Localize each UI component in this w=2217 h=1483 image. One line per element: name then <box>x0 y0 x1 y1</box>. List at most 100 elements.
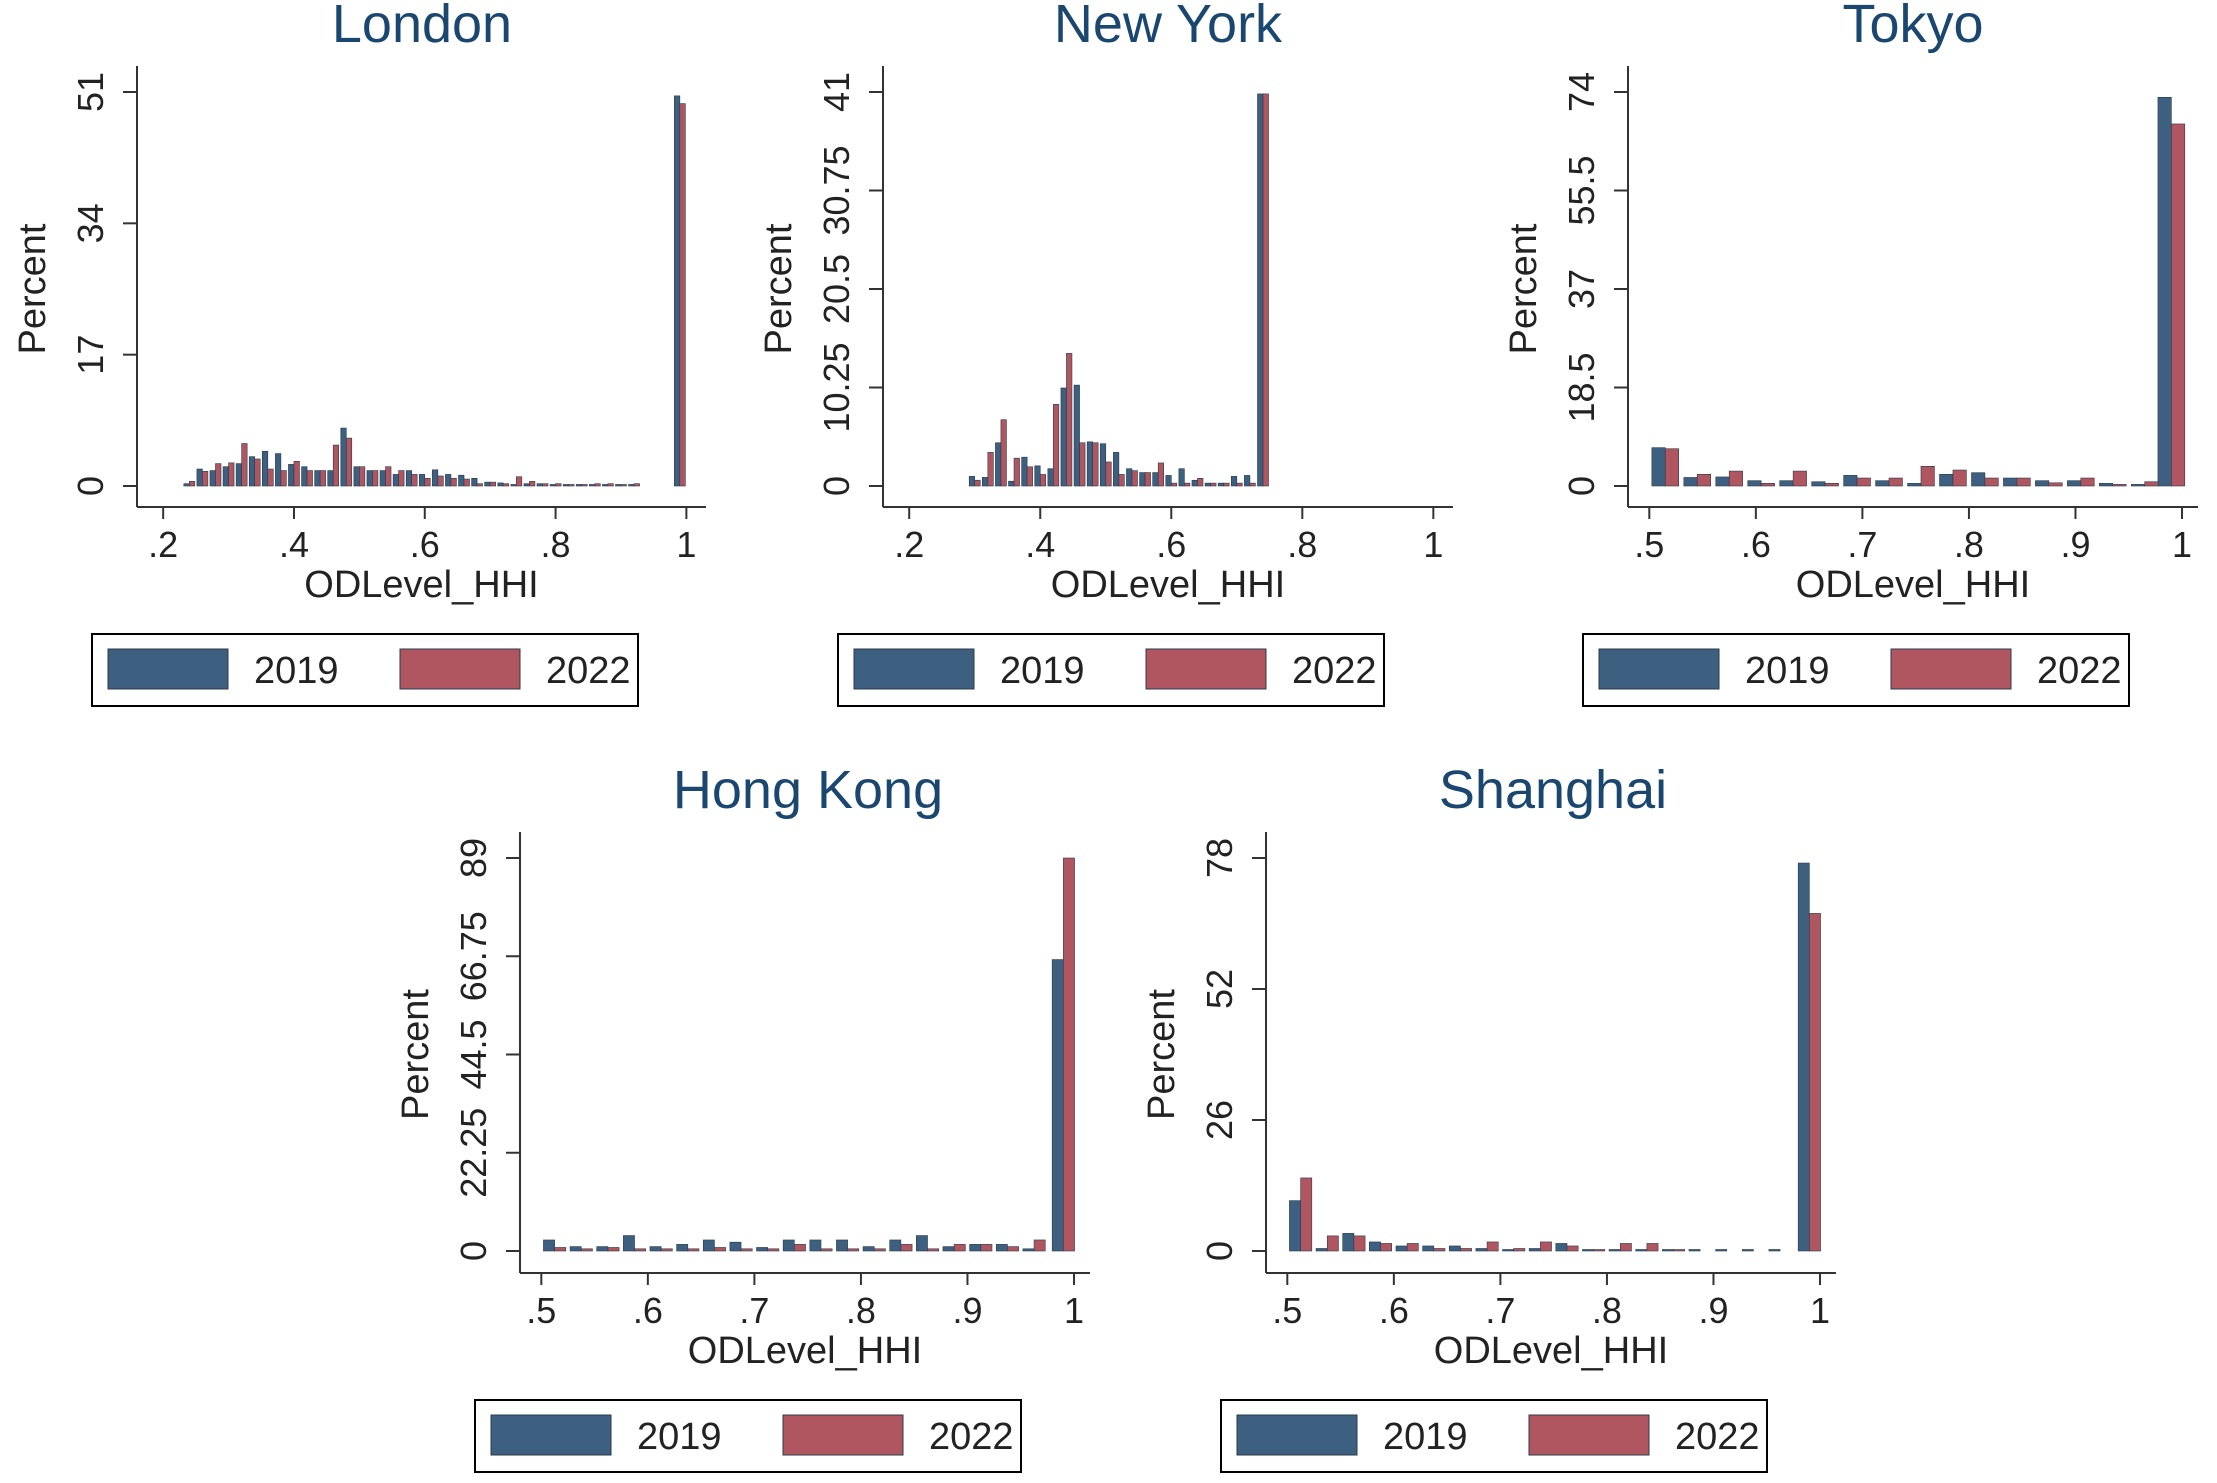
bar-2022 <box>215 463 222 487</box>
y-axis-label: Percent <box>1141 989 1183 1120</box>
bar-2019 <box>405 470 412 487</box>
bar-2022 <box>516 476 523 487</box>
bar-2019 <box>1528 1248 1541 1252</box>
bar-2022 <box>974 479 981 487</box>
x-tick-label: 1 <box>1810 1290 1830 1331</box>
bar-2019 <box>916 1235 928 1252</box>
bar-2022 <box>607 1247 620 1252</box>
bar-2019 <box>1034 465 1041 487</box>
bar-2019 <box>1741 1249 1754 1252</box>
bar-2022 <box>1092 442 1099 487</box>
bar-2019 <box>1315 1248 1328 1252</box>
bar-2022 <box>398 470 405 487</box>
bar-2022 <box>502 483 510 487</box>
bar-2019 <box>942 1246 955 1252</box>
bar-2022 <box>1673 1249 1686 1252</box>
bar-2019 <box>1369 1241 1381 1252</box>
bar-2022 <box>953 1244 966 1252</box>
x-tick-label: .2 <box>894 524 924 565</box>
bar-2022 <box>927 1248 940 1252</box>
x-axis-label: ODLevel_HHI <box>304 564 538 606</box>
bar-2022 <box>847 1248 860 1252</box>
legend-label: 2019 <box>1745 650 1830 692</box>
bar-2019 <box>836 1239 848 1252</box>
bar-2019 <box>1244 475 1251 487</box>
bar-2022 <box>687 1248 700 1252</box>
x-tick-label: .7 <box>739 1290 769 1331</box>
bar-2022 <box>634 1248 647 1252</box>
bar-2022 <box>1300 1177 1313 1252</box>
bar-2019 <box>209 470 216 487</box>
y-tick-label: 0 <box>1199 1241 1240 1261</box>
bar-2022 <box>1210 482 1217 487</box>
bar-2019 <box>2099 483 2114 487</box>
y-tick-label: 52 <box>1199 969 1240 1009</box>
y-tick-label: 30.75 <box>816 145 857 235</box>
bar-2022 <box>1053 404 1060 487</box>
legend-swatch-2022 <box>1890 648 2012 690</box>
bar-2022 <box>228 462 235 487</box>
legend-label: 2022 <box>546 650 631 692</box>
bar-2022 <box>2112 484 2127 487</box>
bar-2022 <box>1952 469 1967 487</box>
bar-2022 <box>1033 1239 1046 1252</box>
bar-2019 <box>862 1246 875 1252</box>
y-tick-label: 74 <box>1561 72 1602 112</box>
bar-2022 <box>1249 482 1256 487</box>
bar-2019 <box>782 1239 795 1252</box>
bar-2022 <box>1728 470 1743 487</box>
bar-2022 <box>2016 477 2031 487</box>
bar-2019 <box>1747 480 1762 487</box>
bar-2019 <box>222 466 229 487</box>
x-tick-label: .8 <box>541 524 571 565</box>
bar-2022 <box>581 484 588 487</box>
x-tick-label: .4 <box>1025 524 1055 565</box>
bar-2019 <box>2067 480 2082 487</box>
x-tick-label: .8 <box>846 1290 876 1331</box>
bar-2022 <box>476 483 483 487</box>
bar-2019 <box>432 469 439 487</box>
y-tick-label: 18.5 <box>1561 352 1602 422</box>
x-tick-label: .4 <box>279 524 309 565</box>
bar-2019 <box>623 1235 635 1252</box>
bar-2022 <box>820 1248 833 1252</box>
y-tick-label: 37 <box>1561 269 1602 309</box>
bar-2019 <box>995 1244 1008 1252</box>
bar-2019 <box>1662 1249 1674 1252</box>
bar-2022 <box>568 484 575 487</box>
bar-2019 <box>1635 1249 1648 1252</box>
x-tick-label: .9 <box>2060 524 2090 565</box>
legend-swatch-2019 <box>490 1414 612 1456</box>
bar-2022 <box>2048 482 2063 487</box>
bar-2019 <box>1971 472 1986 487</box>
bar-2022 <box>1197 478 1204 487</box>
bar-2022 <box>372 470 379 487</box>
bar-2019 <box>235 463 242 487</box>
bar-2019 <box>1060 387 1067 487</box>
bar-2019 <box>809 1239 822 1252</box>
x-tick-label: .8 <box>1954 524 1984 565</box>
bar-2019 <box>1448 1245 1461 1252</box>
bar-2022 <box>424 477 431 487</box>
bar-2022 <box>1079 442 1086 487</box>
bar-2022 <box>900 1244 913 1252</box>
legend-box <box>837 633 1385 707</box>
bar-2022 <box>1380 1243 1393 1252</box>
bar-2022 <box>1433 1248 1446 1252</box>
y-tick-label: 51 <box>70 72 111 112</box>
x-tick-label: .5 <box>526 1290 556 1331</box>
y-tick-label: 26 <box>1199 1100 1240 1140</box>
bar-2019 <box>510 484 517 487</box>
bar-2019 <box>1051 959 1064 1252</box>
bar-2019 <box>2157 97 2172 487</box>
x-tick-label: .8 <box>1592 1290 1622 1331</box>
bar-2019 <box>1608 1249 1621 1252</box>
x-axis-label: ODLevel_HHI <box>1051 564 1285 606</box>
y-tick-label: 78 <box>1199 838 1240 878</box>
y-tick-label: 0 <box>70 476 111 496</box>
bar-2022 <box>1888 477 1903 487</box>
bar-2019 <box>602 484 609 487</box>
bar-2019 <box>1073 384 1080 487</box>
bar-2019 <box>340 427 347 487</box>
